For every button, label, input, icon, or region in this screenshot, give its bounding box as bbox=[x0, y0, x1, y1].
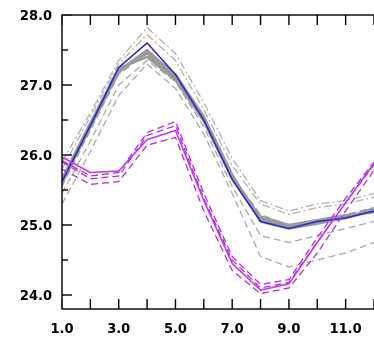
x-tick-label: 9.0 bbox=[277, 322, 300, 337]
series-line-1 bbox=[62, 26, 374, 212]
x-tick-label: 7.0 bbox=[221, 322, 244, 337]
series-line-2 bbox=[62, 33, 374, 216]
x-tick-label: 1.0 bbox=[50, 322, 73, 337]
series-layer bbox=[62, 26, 374, 295]
series-line-10 bbox=[62, 42, 374, 230]
series-line-6 bbox=[62, 48, 374, 228]
tick-marks bbox=[61, 14, 374, 309]
y-tick-label: 27.0 bbox=[20, 79, 52, 94]
series-line-3 bbox=[62, 63, 374, 268]
series-line-7 bbox=[62, 52, 374, 230]
x-tick-labels: 1.0 3.0 5.0 7.0 9.0 11.0 bbox=[50, 322, 361, 337]
y-tick-label: 25.0 bbox=[20, 219, 52, 234]
series-line-11 bbox=[62, 120, 374, 286]
x-tick-label: 11.0 bbox=[330, 322, 362, 337]
series-line-9 bbox=[62, 50, 374, 230]
y-tick-labels: 24.0 25.0 26.0 27.0 28.0 bbox=[20, 9, 52, 304]
series-line-14 bbox=[62, 129, 374, 291]
series-line-5 bbox=[62, 52, 374, 226]
y-tick-label: 26.0 bbox=[20, 149, 52, 164]
plot-frame bbox=[61, 14, 374, 310]
y-tick-label: 28.0 bbox=[20, 9, 52, 24]
x-tick-label: 5.0 bbox=[164, 322, 187, 337]
x-tick-label: 3.0 bbox=[107, 322, 130, 337]
y-tick-label: 24.0 bbox=[20, 289, 52, 304]
series-line-13 bbox=[62, 136, 374, 295]
series-line-4 bbox=[62, 59, 374, 244]
